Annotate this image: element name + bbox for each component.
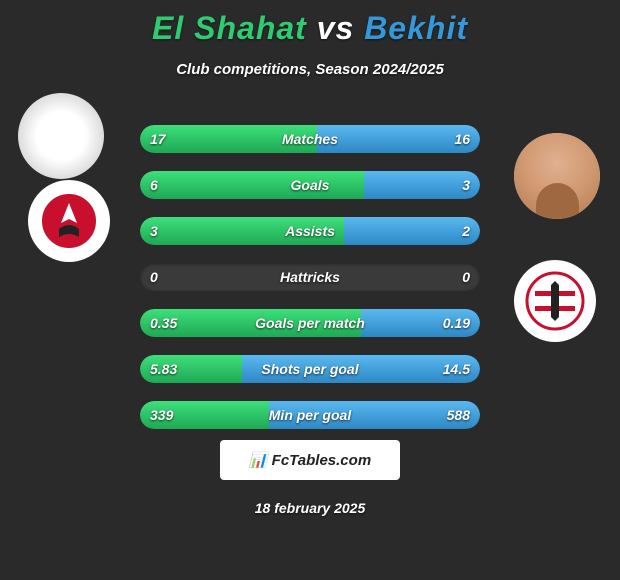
player2-avatar (514, 133, 600, 219)
subtitle: Club competitions, Season 2024/2025 (0, 61, 620, 78)
stat-row: 63Goals (140, 171, 480, 199)
stat-row: 5.8314.5Shots per goal (140, 355, 480, 383)
comparison-title: El Shahat vs Bekhit (0, 0, 620, 47)
stat-label: Shots per goal (140, 355, 480, 383)
al-ahly-crest (28, 180, 110, 262)
vs-label: vs (317, 10, 355, 46)
stat-label: Min per goal (140, 401, 480, 429)
stat-row: 0.350.19Goals per match (140, 309, 480, 337)
stat-row: 1716Matches (140, 125, 480, 153)
stat-label: Assists (140, 217, 480, 245)
stat-row: 32Assists (140, 217, 480, 245)
player1-name: El Shahat (152, 10, 307, 46)
stat-row: 339588Min per goal (140, 401, 480, 429)
stats-list: 1716Matches 63Goals 32Assists 00Hattricks 0.… (140, 125, 480, 447)
stat-row: 00Hattricks (140, 263, 480, 291)
player2-name: Bekhit (364, 10, 468, 46)
stat-label: Matches (140, 125, 480, 153)
stat-label: Goals per match (140, 309, 480, 337)
stat-label: Hattricks (140, 263, 480, 291)
player2-face-placeholder (514, 133, 600, 219)
stat-label: Goals (140, 171, 480, 199)
player1-avatar (18, 93, 104, 179)
comparison-date: 18 february 2025 (0, 500, 620, 516)
zamalek-crest (514, 260, 596, 342)
fctables-branding[interactable]: 📊 FcTables.com (220, 440, 400, 480)
